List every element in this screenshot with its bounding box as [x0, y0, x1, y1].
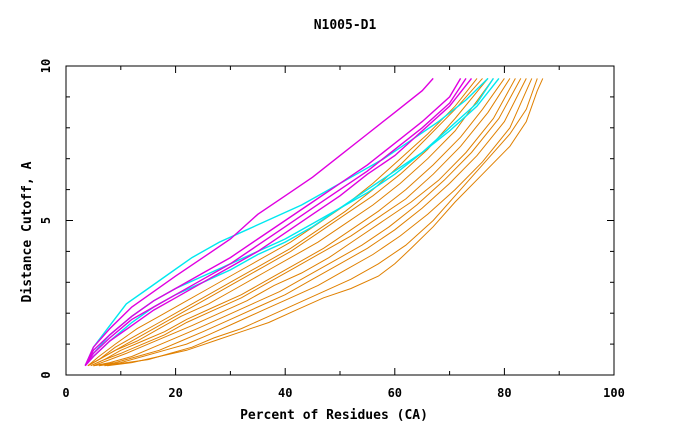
- x-tick-label: 40: [278, 386, 292, 400]
- series-line-orange-11: [104, 78, 538, 367]
- series-line-orange-7: [93, 78, 516, 367]
- series-line-magenta-3: [84, 78, 467, 367]
- series-line-cyan-1: [84, 77, 489, 366]
- series-line-magenta-2: [84, 78, 462, 367]
- series-line-cyan-3: [84, 78, 494, 367]
- x-axis-label: Percent of Residues (CA): [240, 408, 428, 423]
- series-line-orange-12: [107, 78, 544, 367]
- series-line-orange-3: [87, 78, 489, 367]
- x-tick-label: 60: [388, 386, 402, 400]
- series-line-orange-5: [90, 78, 505, 367]
- x-axis-ticks: 0 20 40 60 80 100: [62, 66, 625, 400]
- series-line-orange-9: [93, 78, 527, 367]
- series-line-orange-10: [98, 78, 533, 367]
- x-tick-label: 100: [603, 386, 625, 400]
- y-tick-label: 10: [39, 59, 53, 73]
- series-line-orange-2: [87, 78, 483, 367]
- x-tick-label: 20: [168, 386, 182, 400]
- series-line-orange-1: [87, 78, 478, 367]
- y-tick-label: 0: [39, 371, 53, 378]
- series-line-orange-4: [87, 78, 494, 367]
- series-line-magenta-1: [84, 77, 434, 366]
- y-axis-label: Distance Cutoff, A: [20, 161, 35, 302]
- x-tick-label: 80: [497, 386, 511, 400]
- series-line-orange-6: [90, 78, 511, 367]
- chart-title: N1005-D1: [314, 18, 377, 33]
- y-axis-ticks: 0 5 10: [39, 59, 614, 379]
- series-layer: [84, 77, 544, 367]
- series-line-magenta-4: [84, 77, 473, 367]
- x-tick-label: 0: [62, 386, 69, 400]
- y-tick-label: 5: [39, 217, 53, 224]
- series-line-orange-8: [93, 78, 522, 367]
